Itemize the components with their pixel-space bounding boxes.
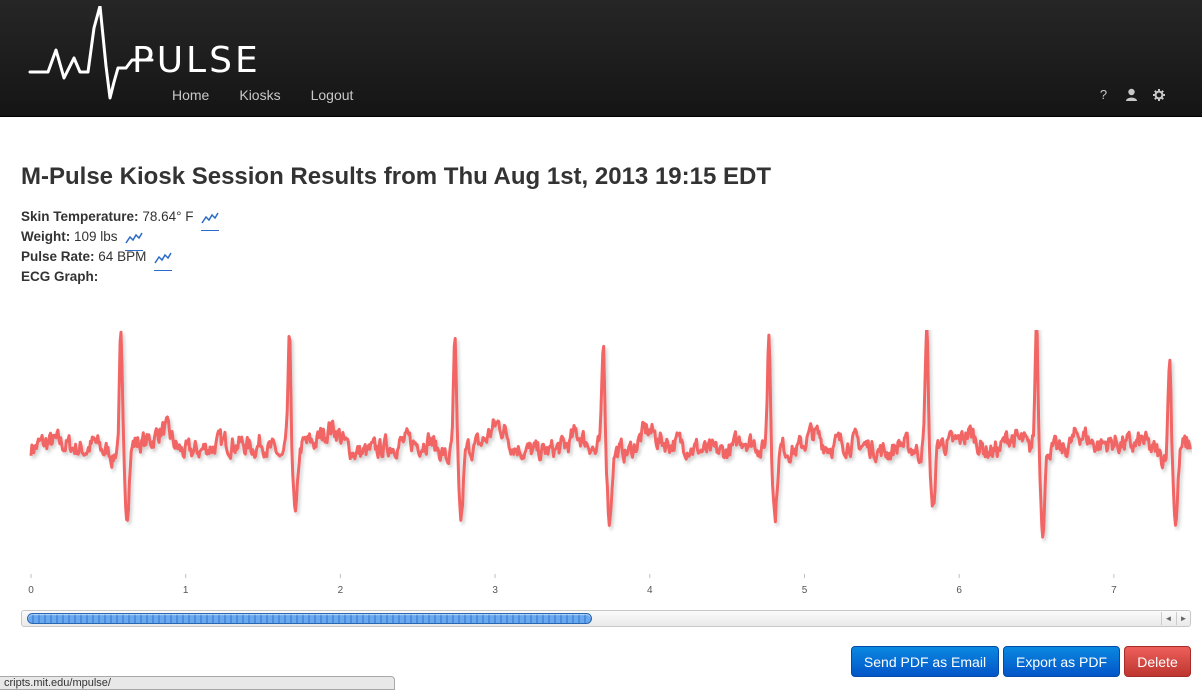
stat-pulse-rate: Pulse Rate: 64 BPM [21,247,219,271]
stat-value: 109 lbs [74,229,118,244]
delete-button[interactable]: Delete [1124,646,1191,677]
stat-label: Weight: [21,229,71,244]
top-navbar: PULSE Home Kiosks Logout ? [0,0,1202,117]
x-axis-tick-label: 7 [1111,585,1117,596]
chart-range-scrollbar[interactable]: ◄ ► [21,610,1191,627]
mpulse-logo[interactable]: PULSE [26,6,276,102]
nav-logout[interactable]: Logout [310,87,354,103]
nav-kiosks[interactable]: Kiosks [239,87,281,103]
browser-status-bar: cripts.mit.edu/mpulse/ [0,676,395,690]
stat-value: 64 BPM [98,249,147,264]
stat-ecg-graph: ECG Graph: [21,267,219,287]
stat-label: Skin Temperature: [21,209,139,224]
stat-skin-temperature: Skin Temperature: 78.64° F [21,207,220,231]
scrollbar-thumb[interactable] [27,613,592,624]
x-axis-tick-label: 4 [647,585,653,596]
session-stats: Skin Temperature: 78.64° F Weight: 109 l… [21,207,220,287]
page-title: M-Pulse Kiosk Session Results from Thu A… [21,163,771,190]
stat-label: ECG Graph: [21,269,99,284]
ecg-chart: 0 1 2 3 4 5 6 7 [20,330,1192,610]
help-icon[interactable]: ? [1099,87,1108,102]
trend-chart-icon[interactable] [154,250,173,271]
x-axis-tick-label: 5 [802,585,808,596]
nav-home[interactable]: Home [172,87,210,103]
nav-utility-icons: ? [1082,87,1166,102]
send-pdf-email-button[interactable]: Send PDF as Email [851,646,999,677]
x-axis-tick-label: 0 [28,585,34,596]
trend-chart-icon[interactable] [125,230,144,251]
x-axis-tick-label: 1 [183,585,189,596]
stat-label: Pulse Rate: [21,249,95,264]
main-nav: Home Kiosks Logout [172,87,383,103]
x-axis-tick-label: 6 [956,585,962,596]
export-pdf-button[interactable]: Export as PDF [1003,646,1120,677]
logo-wordmark: PULSE [132,40,261,81]
x-axis-tick-label: 3 [492,585,498,596]
user-icon[interactable] [1125,88,1138,101]
stat-value: 78.64° F [142,209,194,224]
scroll-left-arrow[interactable]: ◄ [1161,612,1175,625]
ecg-series-line [29,330,1192,539]
x-axis-tick-label: 2 [338,585,344,596]
gear-icon[interactable] [1153,88,1166,101]
scroll-right-arrow[interactable]: ► [1176,612,1190,625]
trend-chart-icon[interactable] [201,210,220,231]
stat-weight: Weight: 109 lbs [21,227,219,251]
